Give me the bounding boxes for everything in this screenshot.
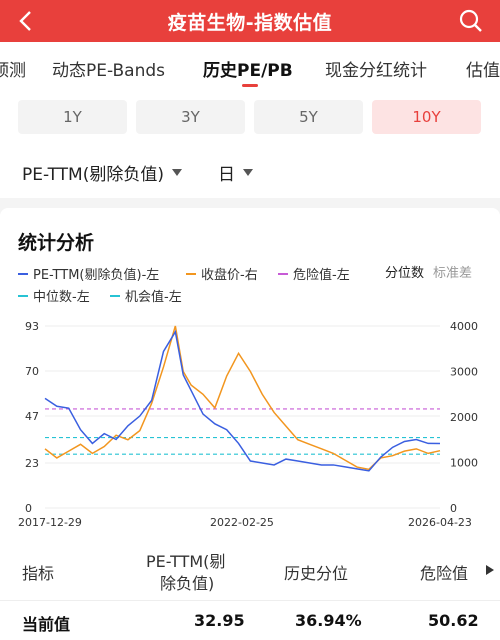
col-pe-line1: PE-TTM(剔 bbox=[146, 552, 226, 571]
tab-pe-bands[interactable]: 动态PE-Bands bbox=[52, 61, 166, 81]
close-price-series-line bbox=[44, 325, 441, 471]
table-header: 指标 PE-TTM(剔 除负值) 历史分位 危险值 bbox=[0, 540, 500, 600]
legend-median[interactable]: 中位数-左 bbox=[18, 286, 90, 305]
legend-close[interactable]: 收盘价-右 bbox=[186, 264, 258, 283]
row-danger-value: 50.62 bbox=[428, 611, 479, 630]
y-right-tick-label: 1000 bbox=[450, 457, 478, 470]
toggle-percentile[interactable]: 分位数 bbox=[385, 266, 425, 281]
tab-bar: 预测 动态PE-Bands 历史PE/PB 现金分红统计 估值 bbox=[0, 42, 500, 92]
col-percentile: 历史分位 bbox=[284, 564, 349, 583]
y-right-tick-label: 2000 bbox=[450, 411, 478, 424]
tab-forecast[interactable]: 预测 bbox=[0, 61, 26, 81]
active-tab-indicator bbox=[242, 84, 258, 87]
legend-swatch bbox=[110, 294, 120, 297]
legend-chance[interactable]: 机会值-左 bbox=[110, 286, 182, 305]
tab-dividend[interactable]: 现金分红统计 bbox=[325, 61, 427, 81]
back-icon[interactable] bbox=[14, 8, 40, 34]
legend-pe[interactable]: PE-TTM(剔除负值)-左 bbox=[18, 264, 159, 283]
x-tick-label: 2017-12-29 bbox=[18, 516, 82, 529]
legend-swatch bbox=[278, 272, 288, 275]
tab-history-pe-pb[interactable]: 历史PE/PB bbox=[203, 61, 293, 81]
legend-swatch bbox=[186, 272, 196, 275]
y-left-tick-label: 23 bbox=[25, 457, 39, 470]
section-title: 统计分析 bbox=[18, 232, 95, 254]
legend-label: 收盘价-右 bbox=[201, 268, 258, 283]
period-3y-button[interactable]: 3Y bbox=[136, 100, 245, 134]
legend-label: 中位数-左 bbox=[33, 290, 90, 305]
row-pe-value: 32.95 bbox=[194, 611, 245, 630]
caret-down-icon bbox=[171, 169, 182, 176]
period-5y-button[interactable]: 5Y bbox=[254, 100, 363, 134]
row-percentile-value: 36.94% bbox=[295, 611, 362, 630]
legend-swatch bbox=[18, 294, 28, 297]
legend-label: 机会值-左 bbox=[125, 290, 182, 305]
y-left-tick-label: 0 bbox=[25, 502, 32, 515]
legend-label: PE-TTM(剔除负值)-左 bbox=[33, 268, 160, 283]
legend-label: 危险值-左 bbox=[293, 268, 350, 283]
tab-valuation[interactable]: 估值 bbox=[466, 61, 500, 81]
col-danger: 危险值 bbox=[420, 564, 469, 583]
legend-danger[interactable]: 危险值-左 bbox=[278, 264, 350, 283]
period-selector: 1Y 3Y 5Y 10Y bbox=[0, 92, 500, 146]
y-left-tick-label: 70 bbox=[25, 365, 39, 378]
table-row: 当前值 32.95 36.94% 50.62 bbox=[0, 600, 500, 640]
row-label: 当前值 bbox=[22, 615, 71, 634]
metric-dropdown-label: PE-TTM(剔除负值) bbox=[22, 165, 164, 185]
col-indicator: 指标 bbox=[22, 564, 55, 583]
frequency-dropdown-label: 日 bbox=[218, 165, 235, 185]
y-right-tick-label: 0 bbox=[450, 502, 457, 515]
metric-dropdown[interactable]: PE-TTM(剔除负值) bbox=[22, 160, 182, 185]
x-tick-label: 2026-04-23 bbox=[408, 516, 472, 529]
caret-right-icon[interactable] bbox=[486, 565, 494, 575]
period-10y-button[interactable]: 10Y bbox=[372, 100, 481, 134]
y-right-tick-label: 4000 bbox=[450, 320, 478, 333]
app-header: 疫苗生物-指数估值 bbox=[0, 0, 500, 42]
y-left-tick-label: 47 bbox=[25, 410, 39, 423]
x-tick-label: 2022-02-25 bbox=[210, 516, 274, 529]
period-1y-button[interactable]: 1Y bbox=[18, 100, 127, 134]
toggle-stddev[interactable]: 标准差 bbox=[433, 266, 473, 281]
filter-row: PE-TTM(剔除负值) 日 bbox=[0, 146, 500, 198]
search-icon[interactable] bbox=[458, 8, 484, 34]
y-left-tick-label: 93 bbox=[25, 320, 39, 333]
col-pe-line2: 除负值) bbox=[160, 574, 215, 593]
y-right-tick-label: 3000 bbox=[450, 366, 478, 379]
page-title: 疫苗生物-指数估值 bbox=[167, 11, 333, 34]
frequency-dropdown[interactable]: 日 bbox=[218, 160, 253, 185]
pe-ttm-series-line bbox=[44, 329, 441, 472]
caret-down-icon bbox=[243, 169, 253, 176]
legend-swatch bbox=[18, 272, 28, 275]
